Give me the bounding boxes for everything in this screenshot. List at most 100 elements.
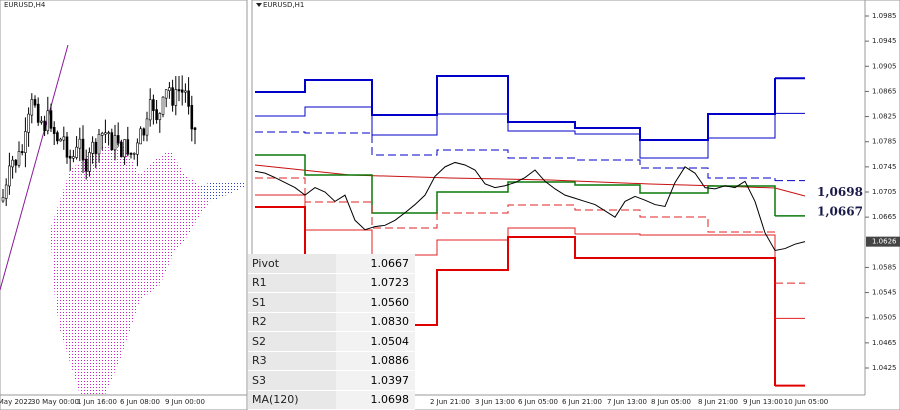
candle-body	[177, 89, 181, 92]
candle-body	[100, 132, 104, 136]
candle-body	[136, 142, 139, 155]
price-tick-label: 1.0425	[872, 364, 897, 372]
candle-body	[107, 132, 110, 134]
candle-body	[193, 127, 197, 130]
candle-body	[139, 128, 142, 145]
current-price: 1.0626	[872, 238, 897, 246]
time-label: 1 Jun 16:00	[77, 398, 117, 406]
time-label: 8 Jun 05:00	[651, 398, 691, 406]
candle-body	[27, 113, 30, 133]
candle-body	[113, 135, 117, 151]
price-tick-label: 1.0665	[872, 213, 897, 221]
level-name: Pivot	[248, 254, 337, 274]
candle-body	[8, 165, 11, 187]
table-row: S3 1.0397	[248, 370, 415, 391]
time-label: 2 Jun 21:00	[430, 398, 470, 406]
r2-history	[255, 106, 776, 159]
candle-body	[62, 136, 66, 141]
level-name: S2	[248, 331, 337, 352]
time-label: 9 Jun 13:00	[743, 398, 783, 406]
level-name: S1	[248, 292, 337, 313]
level-value: 1.0886	[336, 351, 415, 371]
candle-body	[52, 127, 56, 134]
price-tick-label: 1.0905	[872, 62, 897, 70]
price-tick-label: 1.0505	[872, 314, 897, 322]
level-value: 1.0397	[336, 370, 415, 391]
candle-body	[129, 152, 133, 155]
level-annotation: 1,0698	[817, 185, 863, 199]
table-row: R3 1.0886	[248, 351, 415, 371]
candle-body	[14, 159, 18, 166]
price-tick-label: 1.0985	[872, 12, 897, 20]
level-value: 1.0698	[336, 390, 415, 410]
level-name: MA(120)	[248, 390, 337, 410]
price-tick-label: 1.0865	[872, 87, 897, 95]
candle-body	[171, 87, 174, 106]
price-tick-label: 1.0745	[872, 163, 897, 171]
table-row: Pivot 1.0667	[248, 254, 415, 274]
level-name: R3	[248, 351, 337, 371]
candle-body	[40, 120, 43, 123]
candle-body	[81, 138, 85, 161]
candle-body	[123, 139, 126, 158]
level-name: S3	[248, 370, 337, 391]
candle-body	[43, 120, 46, 132]
level-name: R2	[248, 312, 337, 332]
left-title: EURUSD,H4	[4, 1, 46, 9]
level-value: 1.0723	[336, 273, 415, 293]
candle-body	[145, 118, 149, 136]
table-row: R2 1.0830	[248, 312, 415, 332]
time-label: 9 Jun 00:00	[165, 398, 205, 406]
time-label: 6 Jun 08:00	[120, 398, 160, 406]
table-row: MA(120) 1.0698	[248, 390, 415, 410]
candle-body	[184, 90, 187, 93]
ichimoku-cloud	[50, 140, 245, 395]
price-tick-label: 1.0705	[872, 188, 897, 196]
level-annotation: 1,0667	[817, 204, 863, 218]
candle-body	[152, 99, 155, 111]
right-title: EURUSD,H1	[263, 1, 304, 9]
dropdown-icon	[256, 3, 262, 7]
candle-body	[164, 89, 168, 99]
price-line	[254, 161, 806, 252]
candle-body	[180, 89, 184, 93]
candle-body	[132, 152, 136, 155]
candle-body	[148, 99, 152, 121]
candle-body	[72, 156, 75, 159]
candle-body	[30, 99, 34, 116]
s1-history	[255, 177, 776, 283]
table-row: R1 1.0723	[248, 273, 415, 293]
level-value: 1.0560	[336, 292, 415, 313]
candle-body	[65, 136, 69, 158]
table-row: S1 1.0560	[248, 292, 415, 313]
candle-body	[11, 159, 14, 168]
pivot-table: Pivot 1.0667 R1 1.0723 S1 1.0560 R2 1.0830 S2 1.0…	[248, 254, 415, 410]
candle-body	[4, 184, 8, 199]
time-label: 3 Jun 13:00	[475, 398, 515, 406]
candle-body	[155, 109, 158, 120]
ichimoku-cloud	[200, 182, 245, 200]
time-label: 8 Jun 21:00	[698, 398, 738, 406]
candle-body	[120, 141, 123, 158]
candle-body	[1, 197, 5, 202]
time-label: 10 Jun 05:00	[784, 398, 828, 406]
candle-body	[142, 128, 146, 136]
candle-body	[88, 152, 91, 172]
candle-body	[110, 132, 114, 151]
candle-body	[94, 141, 98, 155]
candle-body	[59, 138, 62, 142]
candle-body	[116, 135, 120, 144]
candle-body	[33, 99, 37, 106]
candle-body	[187, 90, 190, 107]
level-name: R1	[248, 273, 337, 293]
price-tick-label: 1.0945	[872, 37, 897, 45]
level-value: 1.0504	[336, 331, 415, 352]
level-value: 1.0830	[336, 312, 415, 332]
candle-body	[49, 110, 53, 129]
candle-body	[97, 134, 101, 155]
candles	[1, 75, 197, 207]
candle-body	[20, 151, 24, 153]
price-tick-label: 1.0825	[872, 113, 897, 121]
